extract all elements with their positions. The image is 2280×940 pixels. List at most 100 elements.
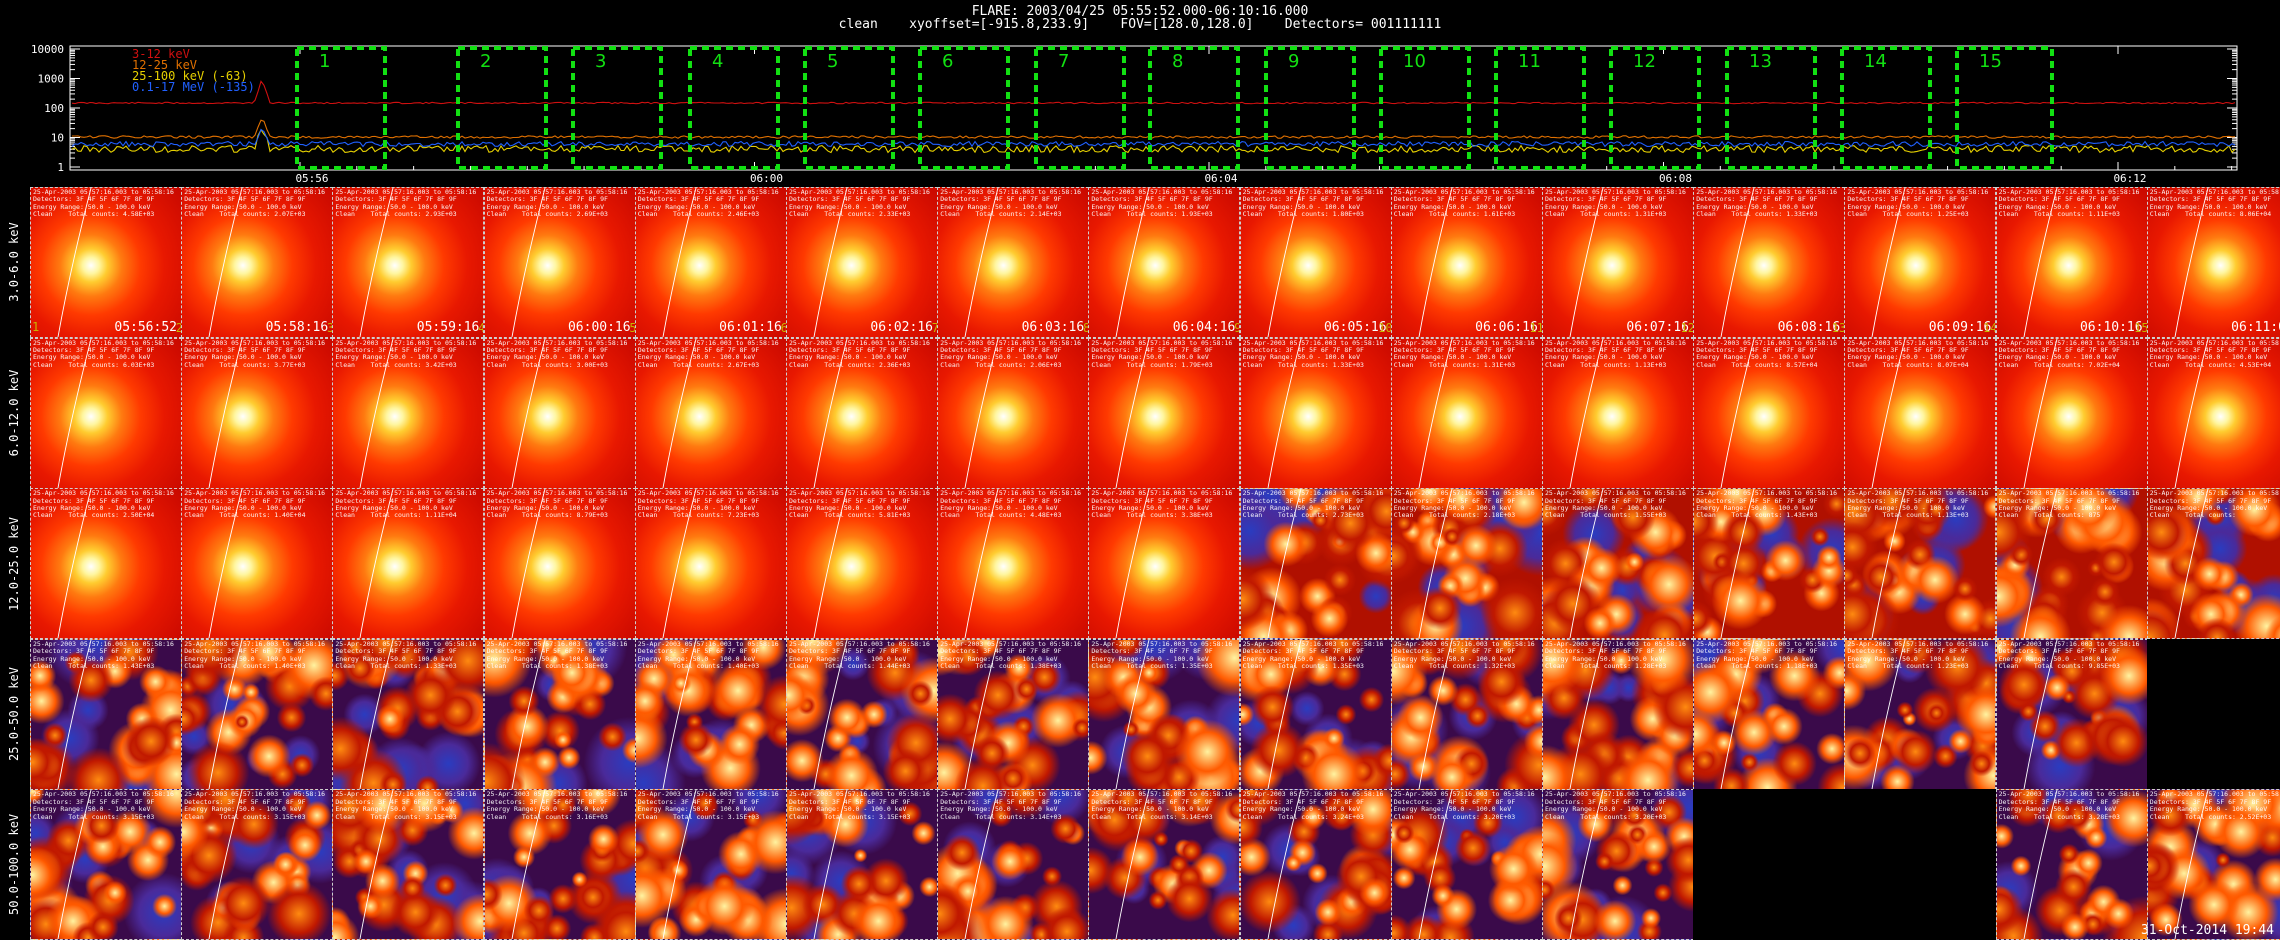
image-tile[interactable]: 25-Apr-2003 05:57:16.003 to 05:58:16 Dete…: [1390, 638, 1543, 790]
tile-header: 25-Apr-2003 05:57:16.003 to 05:58:16 Dete…: [940, 639, 1082, 671]
image-tile[interactable]: 25-Apr-2003 05:57:16.003 to 05:58:16 Dete…: [332, 337, 485, 489]
image-tile[interactable]: 25-Apr-2003 05:57:16.003 to 05:58:16 Dete…: [332, 488, 485, 640]
image-tile[interactable]: 25-Apr-2003 05:57:16.003 to 05:58:16 Dete…: [483, 638, 636, 790]
tile-header: 25-Apr-2003 05:57:16.003 to 05:58:16 Dete…: [637, 188, 779, 219]
image-tile[interactable]: 25-Apr-2003 05:57:16.003 to 05:58:16 Dete…: [30, 789, 182, 940]
image-tile[interactable]: 25-Apr-2003 05:57:16.003 to 05:58:16 Dete…: [1844, 337, 1997, 489]
legend-entry: 25-100 keV (-63): [132, 69, 248, 83]
image-tile[interactable]: 25-Apr-2003 05:57:16.003 to 05:58:16 Dete…: [1239, 337, 1392, 489]
image-tile[interactable]: 25-Apr-2003 05:57:16.003 to 05:58:16 Dete…: [181, 337, 334, 489]
tile-time-label: 06:02:16: [870, 320, 933, 335]
image-tile[interactable]: 25-Apr-2003 05:57:16.003 to 05:58:16 Dete…: [1542, 187, 1694, 338]
image-tile[interactable]: 25-Apr-2003 05:57:16.003 to 05:58:16 Dete…: [1995, 187, 2148, 338]
image-tile[interactable]: 25-Apr-2003 05:57:16.003 to 05:58:16 Dete…: [1239, 488, 1392, 640]
solar-limb-line: [208, 338, 243, 488]
image-tile[interactable]: 25-Apr-2003 05:57:16.003 to 05:58:16 Dete…: [634, 789, 787, 940]
image-tile[interactable]: 25-Apr-2003 05:57:16.003 to 05:58:16 Dete…: [937, 187, 1090, 338]
image-tile[interactable]: 25-Apr-2003 05:57:16.003 to 05:58:16 Dete…: [1995, 488, 2148, 640]
image-tile[interactable]: 25-Apr-2003 05:57:16.003 to 05:58:16 Dete…: [2146, 789, 2280, 940]
image-tile[interactable]: 25-Apr-2003 05:57:16.003 to 05:58:16 Dete…: [1239, 187, 1392, 338]
image-tile[interactable]: 25-Apr-2003 05:57:16.003 to 05:58:16 Dete…: [1542, 638, 1694, 790]
image-tile[interactable]: 25-Apr-2003 05:57:16.003 to 05:58:16 Dete…: [1088, 638, 1241, 790]
solar-limb-line: [813, 790, 848, 940]
tile-index-label: 2: [176, 321, 181, 335]
tile-header: 25-Apr-2003 05:57:16.003 to 05:58:16 Dete…: [1393, 489, 1535, 520]
image-tile[interactable]: 25-Apr-2003 05:57:16.003 to 05:58:16 Dete…: [1995, 337, 2148, 489]
x-tick-label: 06:00: [750, 172, 783, 185]
image-tile[interactable]: 25-Apr-2003 05:57:16.003 to 05:58:16 Dete…: [483, 488, 636, 640]
image-tile[interactable]: 25-Apr-2003 05:57:16.003 to 05:58:16 Dete…: [181, 789, 334, 940]
image-tile[interactable]: [2146, 638, 2280, 790]
image-tile[interactable]: 25-Apr-2003 05:57:16.003 to 05:58:16 Dete…: [1995, 638, 2148, 790]
tile-time-label: 05:59:16: [416, 320, 480, 335]
image-tile[interactable]: 25-Apr-2003 05:57:16.003 to 05:58:16 Dete…: [332, 187, 485, 338]
image-tile[interactable]: 25-Apr-2003 05:57:16.003 to 05:58:16 Dete…: [2146, 337, 2280, 489]
image-tile[interactable]: 25-Apr-2003 05:57:16.003 to 05:58:16 Dete…: [1390, 337, 1543, 489]
image-tile[interactable]: 25-Apr-2003 05:57:16.003 to 05:58:16 Dete…: [1088, 488, 1241, 640]
image-tile[interactable]: 25-Apr-2003 05:57:16.003 to 05:58:16 Dete…: [937, 488, 1090, 640]
image-tile[interactable]: 25-Apr-2003 05:57:16.003 to 05:58:16 Dete…: [1844, 488, 1997, 640]
image-tile[interactable]: 25-Apr-2003 05:57:16.003 to 05:58:16 Dete…: [1239, 789, 1392, 940]
image-tile[interactable]: 25-Apr-2003 05:57:16.003 to 05:58:16 Dete…: [937, 789, 1090, 940]
image-tile[interactable]: 25-Apr-2003 05:57:16.003 to 05:58:16 Dete…: [181, 638, 334, 790]
image-tile[interactable]: 25-Apr-2003 05:57:16.003 to 05:58:16 Dete…: [634, 187, 787, 338]
tile-header: 25-Apr-2003 05:57:16.003 to 05:58:16 Dete…: [637, 790, 779, 821]
image-tile[interactable]: 25-Apr-2003 05:57:16.003 to 05:58:16 Dete…: [30, 187, 182, 338]
image-tile[interactable]: 25-Apr-2003 05:57:16.003 to 05:58:16 Dete…: [30, 488, 182, 640]
image-tile[interactable]: 25-Apr-2003 05:57:16.003 to 05:58:16 Dete…: [1390, 789, 1543, 940]
image-tile[interactable]: 25-Apr-2003 05:57:16.003 to 05:58:16 Dete…: [1542, 488, 1694, 640]
image-tile[interactable]: 25-Apr-2003 05:57:16.003 to 05:58:16 Dete…: [1390, 187, 1543, 338]
image-tile[interactable]: 25-Apr-2003 05:57:16.003 to 05:58:16 Dete…: [634, 488, 787, 640]
image-tile[interactable]: 25-Apr-2003 05:57:16.003 to 05:58:16 Dete…: [786, 638, 938, 790]
image-tile[interactable]: 25-Apr-2003 05:57:16.003 to 05:58:16 Dete…: [1088, 337, 1241, 489]
solar-limb-line: [1267, 639, 1302, 789]
image-tile[interactable]: 25-Apr-2003 05:57:16.003 to 05:58:16 Dete…: [1844, 638, 1997, 790]
image-tile[interactable]: 25-Apr-2003 05:57:16.003 to 05:58:16 Dete…: [30, 638, 182, 790]
tile-header: 25-Apr-2003 05:57:16.003 to 05:58:16 Dete…: [2149, 790, 2280, 821]
image-tile[interactable]: 25-Apr-2003 05:57:16.003 to 05:58:16 Dete…: [1088, 187, 1241, 338]
image-tile[interactable]: 25-Apr-2003 05:57:16.003 to 05:58:16 Dete…: [1239, 638, 1392, 790]
tile-time-label: 06:05:16: [1323, 320, 1387, 335]
tile-header: 25-Apr-2003 05:57:16.003 to 05:58:16 Dete…: [1393, 790, 1535, 821]
image-tile[interactable]: 25-Apr-2003 05:57:16.003 to 05:58:16 Dete…: [483, 337, 636, 489]
image-tile[interactable]: 25-Apr-2003 05:57:16.003 to 05:58:16 Dete…: [1844, 187, 1997, 338]
image-tile[interactable]: 25-Apr-2003 05:57:16.003 to 05:58:16 Dete…: [1693, 638, 1846, 790]
image-tile[interactable]: 25-Apr-2003 05:57:16.003 to 05:58:16 Dete…: [30, 337, 182, 489]
image-tile[interactable]: 25-Apr-2003 05:57:16.003 to 05:58:16 Dete…: [1390, 488, 1543, 640]
image-tile[interactable]: 25-Apr-2003 05:57:16.003 to 05:58:16 Dete…: [483, 789, 636, 940]
image-tile[interactable]: 25-Apr-2003 05:57:16.003 to 05:58:16 Dete…: [1995, 789, 2148, 940]
image-tile[interactable]: 25-Apr-2003 05:57:16.003 to 05:58:16 Dete…: [483, 187, 636, 338]
image-tile[interactable]: 25-Apr-2003 05:57:16.003 to 05:58:16 Dete…: [181, 187, 334, 338]
image-tile[interactable]: 25-Apr-2003 05:57:16.003 to 05:58:16 Dete…: [786, 187, 938, 338]
series-25-100-kev: [71, 128, 2236, 154]
image-tile[interactable]: 25-Apr-2003 05:57:16.003 to 05:58:16 Dete…: [1693, 488, 1846, 640]
image-tile[interactable]: [1844, 789, 1997, 940]
image-tile[interactable]: 25-Apr-2003 05:57:16.003 to 05:58:16 Dete…: [1088, 789, 1241, 940]
image-tile[interactable]: 25-Apr-2003 05:57:16.003 to 05:58:16 Dete…: [1693, 187, 1846, 338]
image-tile[interactable]: 25-Apr-2003 05:57:16.003 to 05:58:16 Dete…: [786, 789, 938, 940]
image-tile[interactable]: 25-Apr-2003 05:57:16.003 to 05:58:16 Dete…: [937, 337, 1090, 489]
image-tile[interactable]: 25-Apr-2003 05:57:16.003 to 05:58:16 Dete…: [786, 488, 938, 640]
image-tile[interactable]: 25-Apr-2003 05:57:16.003 to 05:58:16 Dete…: [1542, 337, 1694, 489]
image-tile[interactable]: 25-Apr-2003 05:57:16.003 to 05:58:16 Dete…: [332, 789, 485, 940]
image-tile[interactable]: 25-Apr-2003 05:57:16.003 to 05:58:16 Dete…: [634, 638, 787, 790]
solar-limb-line: [359, 338, 394, 488]
image-tile[interactable]: 25-Apr-2003 05:57:16.003 to 05:58:16 Dete…: [2146, 187, 2280, 338]
tile-header: 25-Apr-2003 05:57:16.003 to 05:58:16 Dete…: [1847, 338, 1989, 369]
image-tile[interactable]: 25-Apr-2003 05:57:16.003 to 05:58:16 Dete…: [181, 488, 334, 640]
image-tile[interactable]: 25-Apr-2003 05:57:16.003 to 05:58:16 Dete…: [786, 337, 938, 489]
tile-header: 25-Apr-2003 05:57:16.003 to 05:58:16 Dete…: [335, 639, 477, 671]
tile-header: 25-Apr-2003 05:57:16.003 to 05:58:16 Dete…: [1242, 338, 1384, 369]
image-tile[interactable]: [1693, 789, 1846, 940]
image-tile[interactable]: 25-Apr-2003 05:57:16.003 to 05:58:16 Dete…: [634, 337, 787, 489]
solar-limb-line: [1418, 188, 1453, 337]
tile-header: 25-Apr-2003 05:57:16.003 to 05:58:16 Dete…: [1242, 489, 1384, 520]
image-tile[interactable]: 25-Apr-2003 05:57:16.003 to 05:58:16 Dete…: [937, 638, 1090, 790]
solar-limb-line: [1871, 188, 1906, 337]
image-tile[interactable]: 25-Apr-2003 05:57:16.003 to 05:58:16 Dete…: [2146, 488, 2280, 640]
interval-box: [1264, 46, 1356, 170]
tile-header: 25-Apr-2003 05:57:16.003 to 05:58:16 Dete…: [1847, 639, 1989, 671]
image-tile[interactable]: 25-Apr-2003 05:57:16.003 to 05:58:16 Dete…: [1542, 789, 1694, 940]
image-tile[interactable]: 25-Apr-2003 05:57:16.003 to 05:58:16 Dete…: [1693, 337, 1846, 489]
image-tile[interactable]: 25-Apr-2003 05:57:16.003 to 05:58:16 Dete…: [332, 638, 485, 790]
